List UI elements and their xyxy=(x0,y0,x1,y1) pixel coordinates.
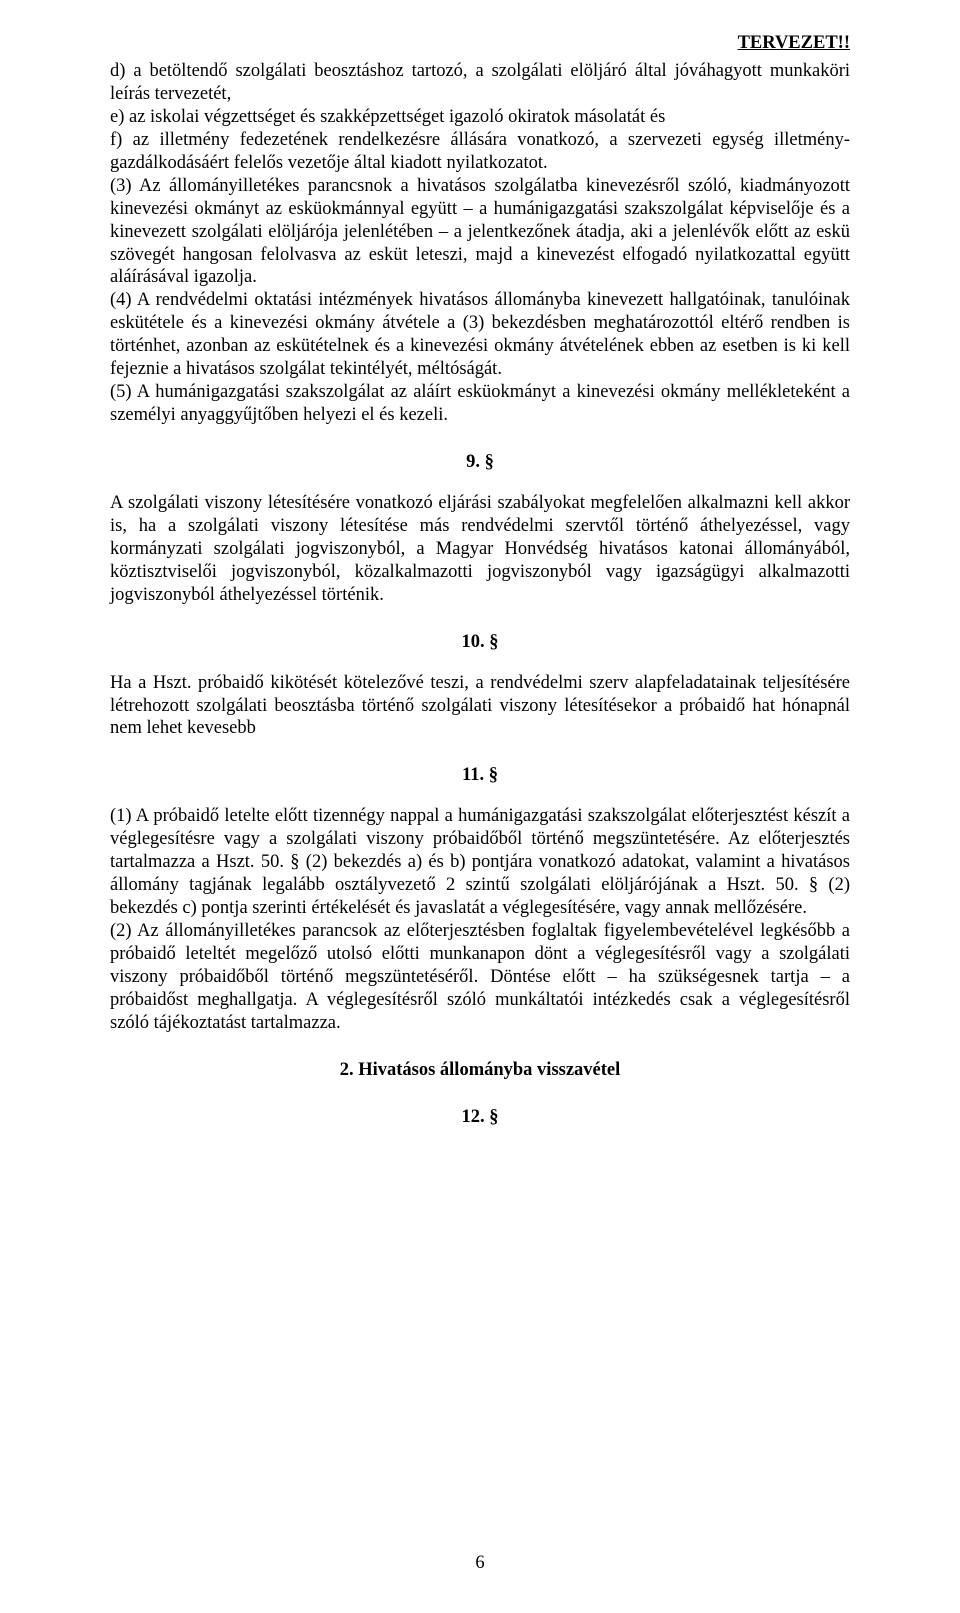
body-block-10: Ha a Hszt. próbaidő kikötését kötelezővé… xyxy=(110,672,850,741)
section-number-12: 12. § xyxy=(110,1106,850,1129)
section-number-11: 11. § xyxy=(110,764,850,787)
section-number-10: 10. § xyxy=(110,631,850,654)
paragraph: A szolgálati viszony létesítésére vonatk… xyxy=(110,492,850,607)
page: TERVEZET!! d) a betöltendő szolgálati be… xyxy=(0,0,960,1613)
body-block-top: d) a betöltendő szolgálati beosztáshoz t… xyxy=(110,60,850,427)
body-block-11: (1) A próbaidő letelte előtt tizennégy n… xyxy=(110,805,850,1034)
header-watermark: TERVEZET!! xyxy=(738,32,850,55)
body-block-9: A szolgálati viszony létesítésére vonatk… xyxy=(110,492,850,607)
subheading-chapter-2: 2. Hivatásos állományba visszavétel xyxy=(110,1059,850,1082)
paragraph: d) a betöltendő szolgálati beosztáshoz t… xyxy=(110,60,850,427)
page-number: 6 xyxy=(0,1552,960,1575)
paragraph: (1) A próbaidő letelte előtt tizennégy n… xyxy=(110,805,850,1034)
section-number-9: 9. § xyxy=(110,451,850,474)
paragraph: Ha a Hszt. próbaidő kikötését kötelezővé… xyxy=(110,672,850,741)
